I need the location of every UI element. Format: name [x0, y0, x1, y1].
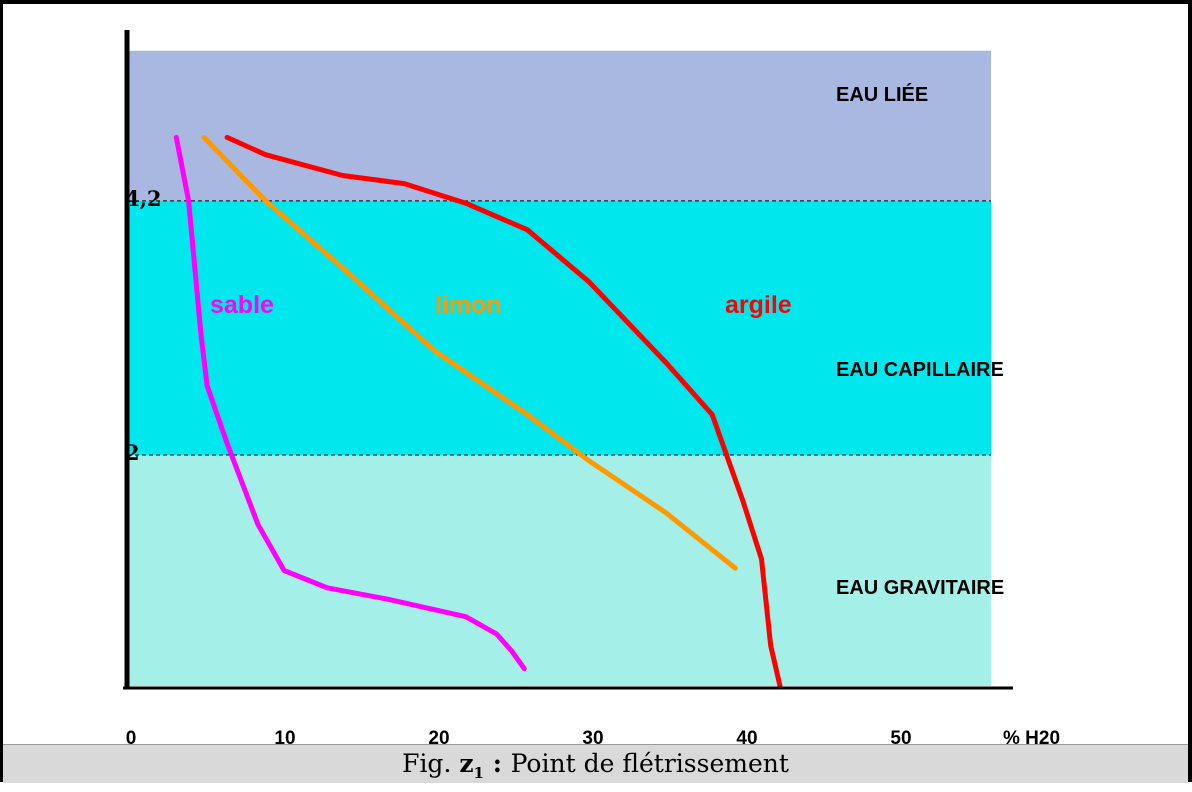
zone-band-3 — [128, 455, 991, 686]
x-tick-label-40: 40 — [736, 728, 757, 744]
chart: EAU LIÉE EAU CAPILLAIRE EAU GRAVITAIRE 4,2 2… — [123, 30, 1060, 744]
x-tick-label-20: 20 — [428, 728, 449, 744]
zone-band-2 — [128, 200, 991, 455]
caption-fig-letter: z — [459, 749, 474, 778]
zone-label-3: EAU GRAVITAIRE — [836, 577, 1004, 599]
caption-colon: : — [483, 749, 511, 778]
series-label-limon: limon — [435, 291, 502, 319]
x-tick-label-0: 0 — [126, 728, 137, 744]
y-tick-label-2: 2 — [125, 440, 140, 465]
zones-layer — [128, 50, 991, 686]
zone-label-1: EAU LIÉE — [836, 83, 928, 106]
zone-label-2: EAU CAPILLAIRE — [836, 359, 1004, 381]
series-label-argile: argile — [725, 291, 792, 319]
x-tick-label-50: 50 — [890, 728, 911, 744]
x-tick-label-30: 30 — [582, 728, 603, 744]
figure-caption: Fig. z1 : Point de flétrissement — [3, 744, 1188, 783]
caption-text: Point de flétrissement — [510, 749, 789, 778]
series-layer — [173, 134, 783, 689]
series-line-argile — [224, 134, 783, 689]
caption-fig-index: 1 — [473, 764, 484, 782]
series-line-limon — [201, 134, 738, 571]
axes-layer — [123, 30, 1013, 690]
guides-layer — [128, 200, 991, 456]
caption-prefix: Fig. — [402, 749, 460, 778]
x-tick-label-10: 10 — [274, 728, 295, 744]
x-axis-unit-label: % H20 — [1003, 728, 1060, 744]
y-tick-label-1: 4,2 — [125, 186, 162, 211]
series-line-sable — [173, 134, 527, 672]
series-label-sable: sable — [210, 291, 274, 319]
labels-layer: EAU LIÉE EAU CAPILLAIRE EAU GRAVITAIRE 4,2 2… — [125, 83, 1060, 744]
zone-band-1 — [128, 50, 991, 201]
